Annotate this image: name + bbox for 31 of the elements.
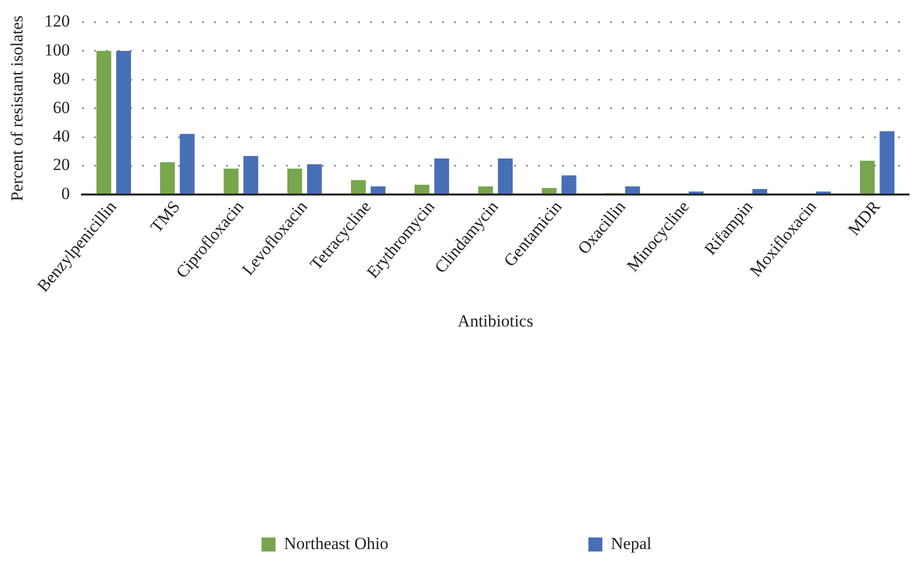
y-axis-title: Percent of resistant isolates [8, 16, 27, 202]
y-tick-label: 80 [52, 69, 70, 88]
y-tick-label: 120 [44, 12, 70, 31]
bar [350, 180, 366, 194]
bar [542, 188, 557, 194]
bar [307, 164, 322, 194]
bar [562, 175, 576, 194]
y-tick-label: 60 [52, 98, 70, 117]
bar [860, 160, 875, 194]
bar [752, 188, 768, 194]
bar [478, 186, 493, 194]
legend-label: Northeast Ohio [284, 534, 388, 553]
x-axis-title: Antibiotics [458, 311, 534, 330]
bar [625, 186, 640, 194]
bar [116, 50, 131, 194]
bar [243, 156, 258, 194]
bar [96, 50, 112, 194]
bar [498, 158, 513, 194]
y-tick-label: 100 [44, 40, 70, 60]
bar [414, 184, 430, 194]
bar [880, 131, 894, 194]
bar [160, 162, 175, 194]
y-tick-label: 20 [52, 155, 70, 174]
bar [434, 158, 450, 194]
legend-label: Nepal [610, 534, 652, 553]
bar [287, 168, 302, 194]
y-tick-label: 40 [52, 126, 70, 146]
bar [224, 168, 238, 194]
bar [370, 186, 386, 194]
y-tick-label: 0 [61, 184, 70, 203]
bar [180, 134, 195, 194]
